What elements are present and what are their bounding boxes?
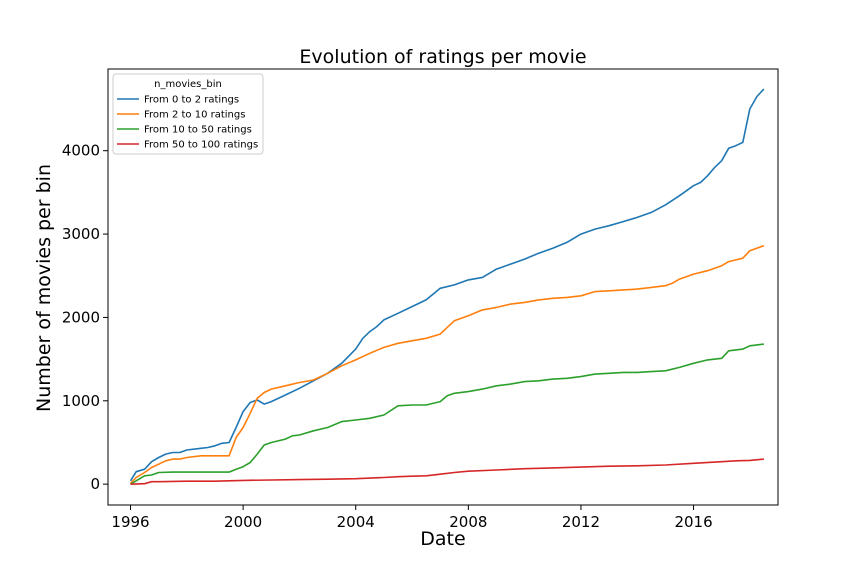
x-tick-label: 2016 [674, 513, 712, 531]
series-line-0 [129, 88, 765, 482]
series-line-1 [129, 244, 765, 484]
legend: n_movies_bin From 0 to 2 ratings From 2 to… [112, 73, 264, 155]
y-axis-label: Number of movies per bin [33, 164, 55, 412]
x-axis-label: Date [420, 528, 465, 550]
x-tick-label: 1996 [111, 513, 149, 531]
x-tick-label: 2000 [224, 513, 262, 531]
axes-layer: 1996 2000 2004 2008 2012 2016 0 1000 2000 3000 400… [62, 68, 779, 531]
series-line-3 [130, 458, 764, 485]
y-tick-label: 0 [90, 475, 100, 493]
series-layer [129, 88, 765, 485]
y-tick-label: 4000 [62, 142, 100, 160]
legend-entry-1: From 2 to 10 ratings [144, 110, 245, 121]
chart-title: Evolution of ratings per movie [299, 46, 586, 68]
legend-entry-0: From 0 to 2 ratings [144, 95, 239, 106]
x-tick-label: 2008 [449, 513, 487, 531]
legend-entry-3: From 50 to 100 ratings [144, 140, 258, 151]
x-tick-label: 2004 [337, 513, 375, 531]
legend-title: n_movies_bin [154, 79, 222, 90]
x-tick-label: 2012 [562, 513, 600, 531]
y-tick-label: 1000 [62, 392, 100, 410]
plot-frame [107, 68, 779, 506]
y-tick-label: 3000 [62, 225, 100, 243]
legend-entry-2: From 10 to 50 ratings [144, 125, 252, 136]
series-line-2 [130, 343, 764, 485]
legend-box [112, 73, 264, 155]
y-tick-label: 2000 [62, 308, 100, 326]
